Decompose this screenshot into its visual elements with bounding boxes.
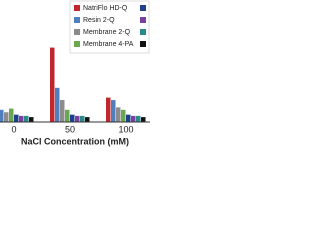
legend-label: Membrane 2-Q — [83, 29, 131, 36]
bar — [80, 115, 85, 122]
bar — [50, 47, 55, 122]
bar — [55, 87, 60, 122]
legend-swatch — [140, 29, 146, 35]
legend-swatch — [140, 41, 146, 47]
bar — [70, 114, 75, 122]
bar — [9, 108, 14, 122]
x-tick-label: 100 — [118, 124, 133, 134]
bar — [60, 100, 65, 122]
bar — [106, 97, 111, 122]
bar — [126, 114, 131, 122]
legend-swatch — [140, 5, 146, 11]
bar — [136, 115, 141, 122]
bar — [131, 115, 136, 122]
x-tick-label: 50 — [65, 124, 75, 134]
bar — [24, 115, 29, 122]
bar — [14, 114, 19, 122]
bar — [0, 109, 4, 122]
legend-swatch — [74, 5, 80, 11]
legend-label: Membrane 4-PA — [83, 41, 134, 48]
bar — [111, 100, 116, 122]
legend-swatch — [140, 17, 146, 23]
bar — [75, 115, 80, 122]
bar — [4, 112, 9, 122]
bar — [121, 109, 126, 122]
legend-label: NatriFlo HD-Q — [83, 5, 128, 12]
bar — [29, 117, 34, 122]
bar — [65, 109, 70, 122]
legend-swatch — [74, 29, 80, 35]
chart: NaCl Concentration (mM) 0 50 100 NatriFlo H… — [0, 0, 150, 146]
x-axis-title: NaCl Concentration (mM) — [21, 136, 129, 146]
bar — [85, 117, 90, 122]
legend-label: Resin 2-Q — [83, 17, 115, 24]
legend-swatch — [74, 17, 80, 23]
legend-box — [69, 0, 150, 54]
bar — [19, 115, 24, 122]
bar — [116, 107, 121, 122]
bar — [141, 117, 146, 122]
legend-swatch — [74, 41, 80, 47]
x-tick-label: 0 — [11, 124, 16, 134]
